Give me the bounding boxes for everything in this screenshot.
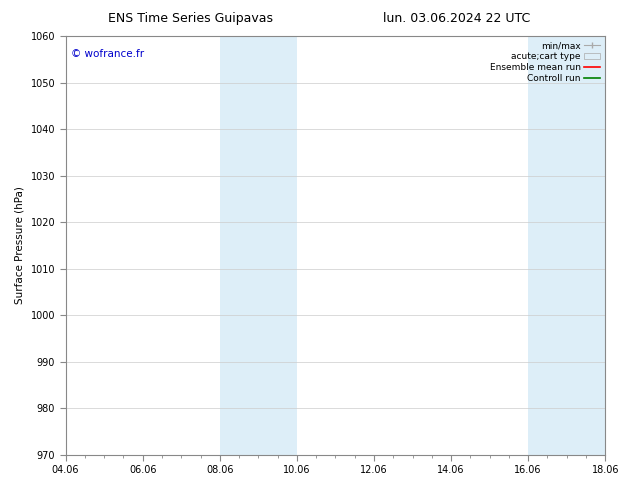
Bar [528,36,605,455]
Text: lun. 03.06.2024 22 UTC: lun. 03.06.2024 22 UTC [383,12,530,25]
Text: ENS Time Series Guipavas: ENS Time Series Guipavas [108,12,273,25]
Legend: min/max, acute;cart type, Ensemble mean run, Controll run: min/max, acute;cart type, Ensemble mean … [489,41,601,84]
Y-axis label: Surface Pressure (hPa): Surface Pressure (hPa) [15,186,25,304]
Text: © wofrance.fr: © wofrance.fr [71,49,144,59]
Bar [220,36,297,455]
